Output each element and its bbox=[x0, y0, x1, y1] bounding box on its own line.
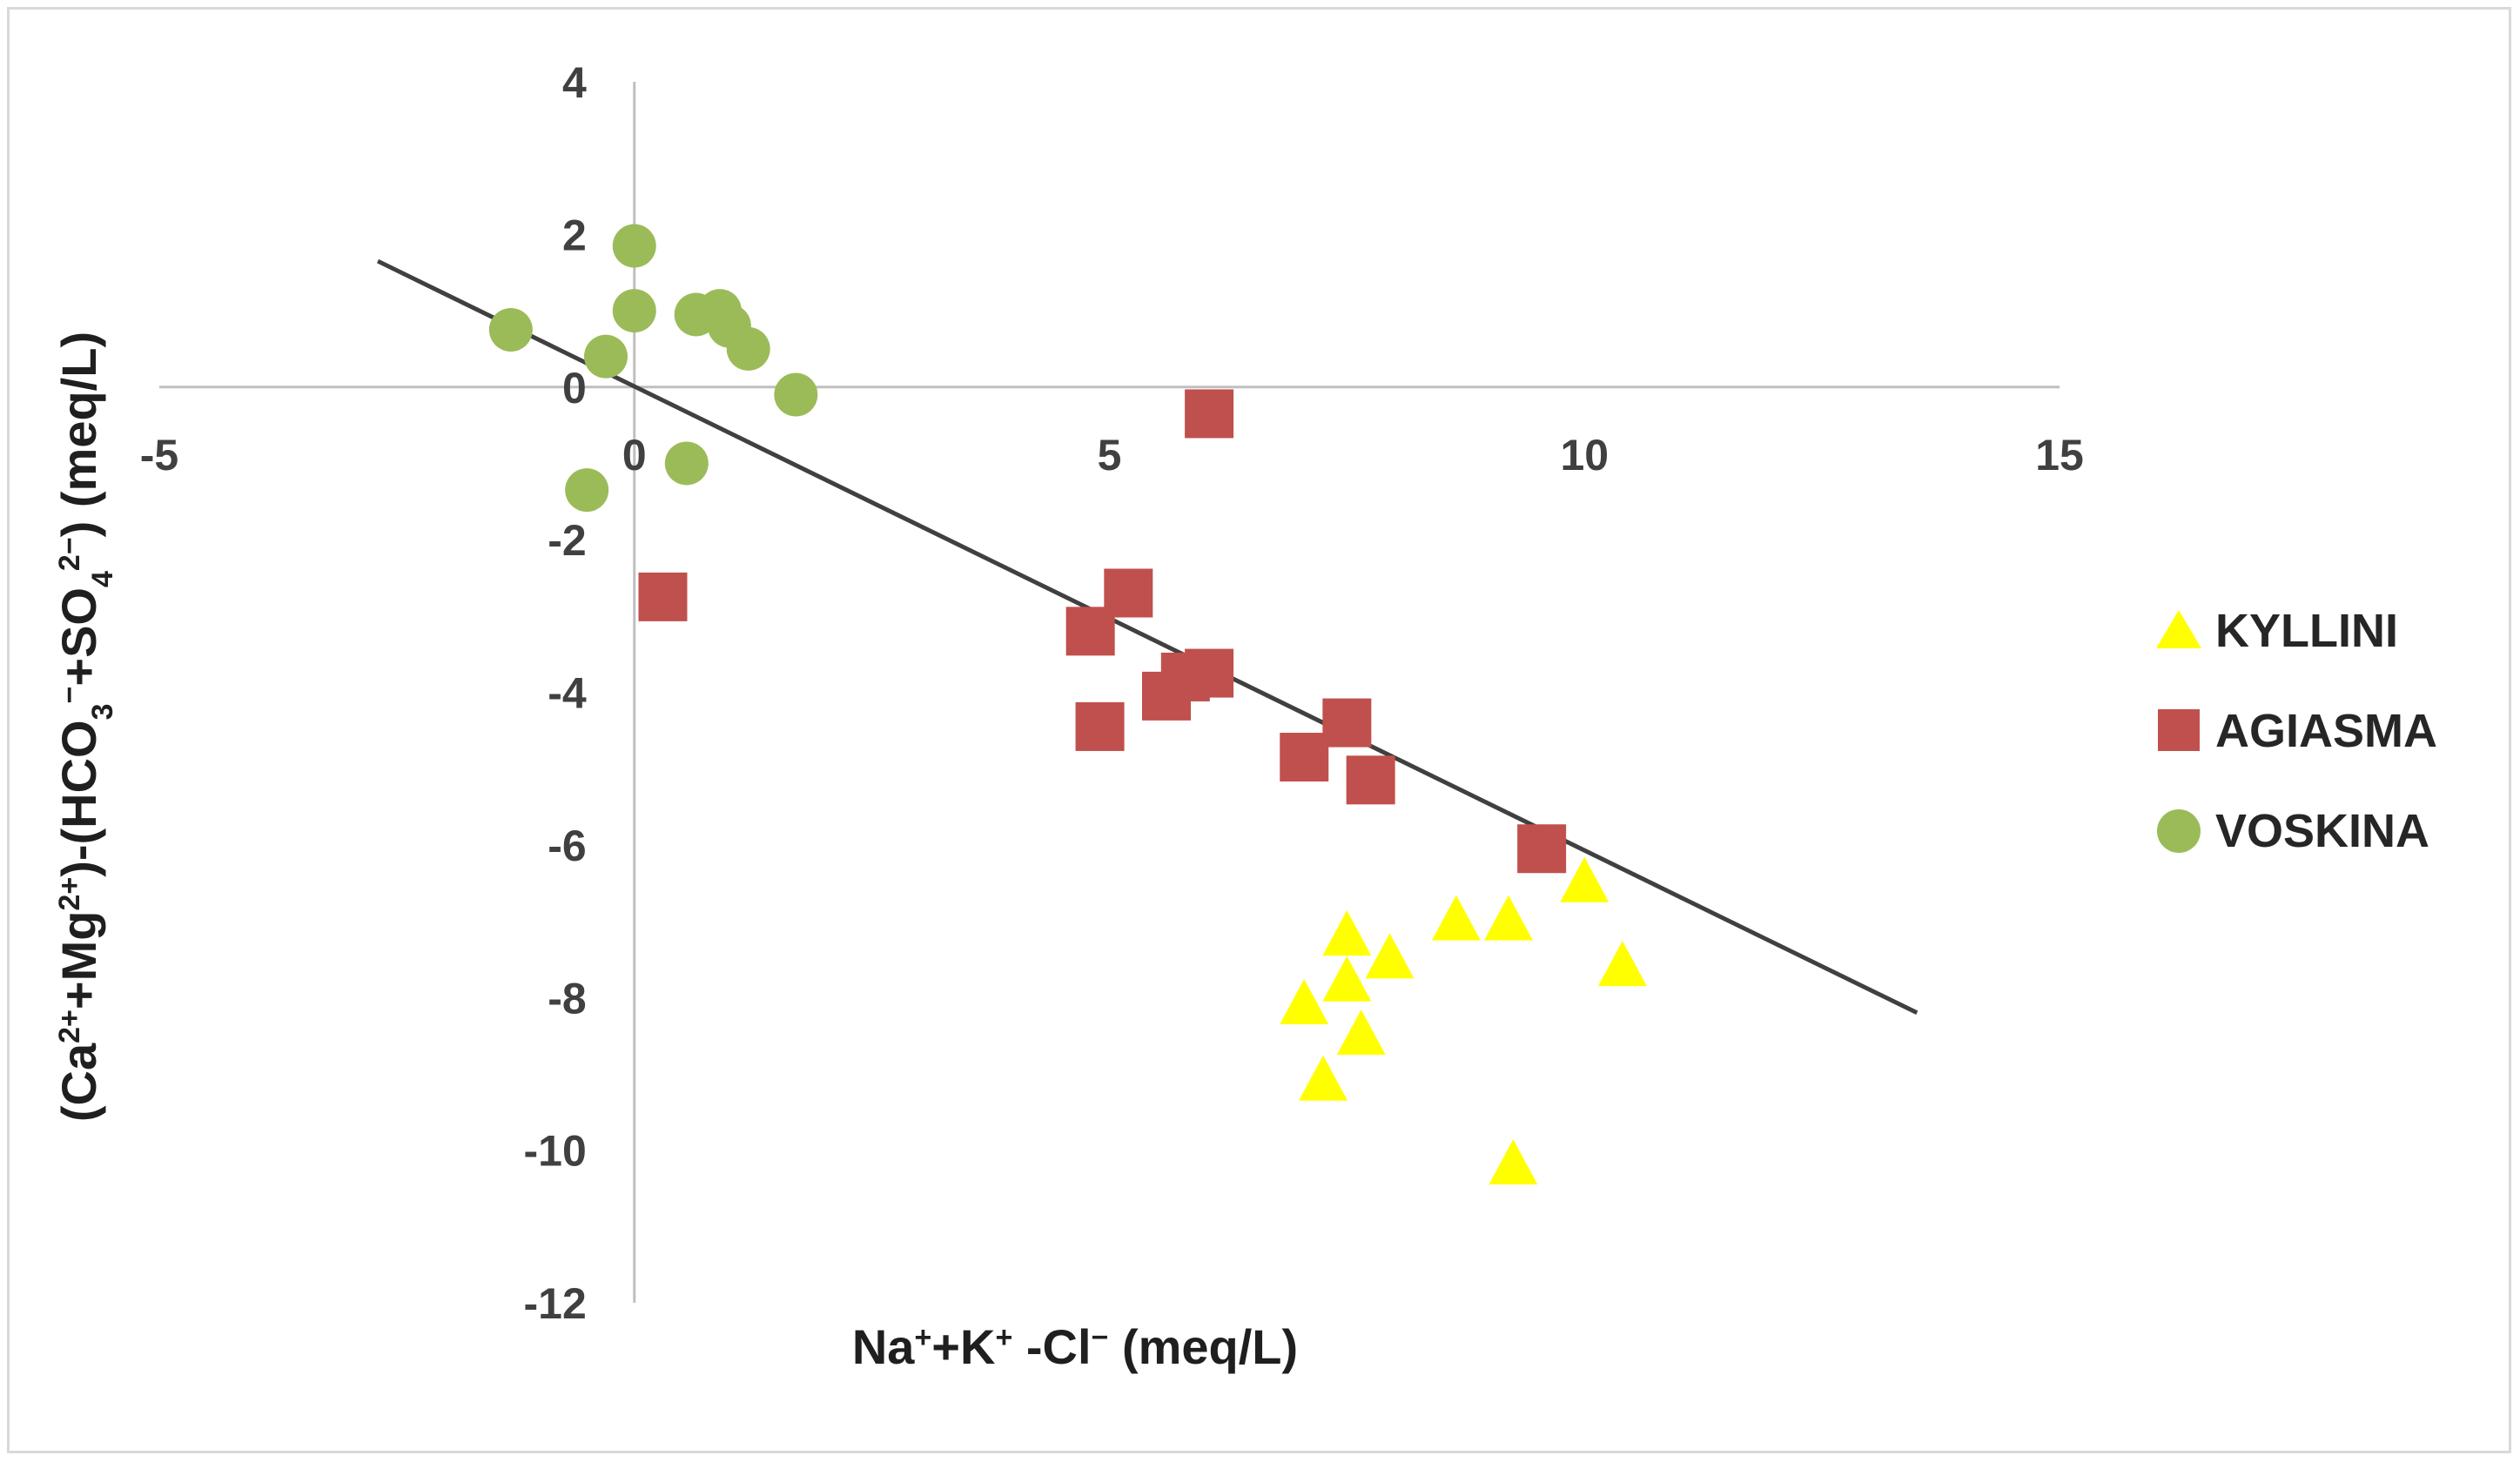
y-tick-label: -8 bbox=[548, 974, 586, 1023]
data-point-voskina bbox=[664, 441, 709, 486]
data-point-kyllini bbox=[1365, 933, 1415, 979]
y-tick-label: -10 bbox=[523, 1127, 586, 1176]
legend-marker-agiasma bbox=[2158, 709, 2200, 751]
chart-frame bbox=[7, 7, 2511, 1453]
x-tick-label: 10 bbox=[1560, 431, 1609, 480]
data-point-kyllini bbox=[1488, 1139, 1538, 1185]
x-tick-label: 15 bbox=[2035, 431, 2084, 480]
data-point-voskina bbox=[565, 468, 609, 513]
data-point-kyllini bbox=[1336, 1009, 1386, 1056]
data-point-voskina bbox=[612, 289, 656, 333]
data-point-voskina bbox=[612, 224, 656, 268]
y-tick-label: -12 bbox=[523, 1279, 586, 1328]
data-point-kyllini bbox=[1483, 895, 1533, 941]
y-axis-title: (Ca2++Mg2+)-(HCO3−+SO42−) (meq/L) bbox=[51, 332, 119, 1122]
data-point-kyllini bbox=[1597, 941, 1647, 987]
x-tick-label: 0 bbox=[622, 431, 647, 480]
data-point-agiasma bbox=[638, 572, 688, 621]
legend-label-voskina: VOSKINA bbox=[2215, 805, 2429, 857]
trendline bbox=[376, 258, 1919, 1016]
x-tick-label: -5 bbox=[140, 431, 178, 480]
y-tick-label: -6 bbox=[548, 822, 586, 870]
y-tick-labels: 4 2 0 -2 -4 -6 -8 -10 -12 bbox=[523, 58, 586, 1328]
data-point-agiasma bbox=[1517, 824, 1567, 874]
x-tick-label: 5 bbox=[1098, 431, 1122, 480]
data-point-agiasma bbox=[1185, 389, 1234, 439]
data-point-kyllini bbox=[1431, 895, 1481, 941]
data-point-voskina bbox=[774, 372, 818, 417]
legend-label-agiasma: AGIASMA bbox=[2215, 705, 2437, 757]
data-point-kyllini bbox=[1299, 1055, 1348, 1101]
data-point-kyllini bbox=[1322, 956, 1372, 1002]
data-point-kyllini bbox=[1560, 856, 1609, 902]
data-point-kyllini bbox=[1280, 979, 1329, 1025]
data-point-voskina bbox=[726, 326, 770, 371]
y-tick-label: 2 bbox=[562, 211, 587, 259]
y-tick-label: 4 bbox=[562, 58, 587, 107]
y-tick-label: 0 bbox=[562, 364, 587, 412]
data-point-agiasma bbox=[1346, 755, 1395, 805]
data-point-agiasma bbox=[1075, 701, 1125, 751]
legend-label-kyllini: KYLLINI bbox=[2215, 605, 2398, 657]
data-point-agiasma bbox=[1185, 648, 1234, 698]
legend: KYLLINI AGIASMA VOSKINA bbox=[2156, 605, 2437, 857]
data-point-kyllini bbox=[1322, 910, 1372, 956]
x-axis-title: Na++K+ -Cl− (meq/L) bbox=[852, 1319, 1298, 1374]
data-point-agiasma bbox=[1104, 568, 1153, 618]
data-points bbox=[488, 224, 1647, 1185]
legend-marker-voskina bbox=[2157, 809, 2201, 853]
y-tick-label: -2 bbox=[548, 516, 586, 565]
data-point-agiasma bbox=[1322, 698, 1372, 748]
data-point-agiasma bbox=[1280, 733, 1329, 782]
data-point-voskina bbox=[488, 307, 533, 352]
data-point-voskina bbox=[584, 334, 628, 379]
legend-marker-kyllini bbox=[2156, 610, 2201, 648]
x-tick-labels: -5 0 5 10 15 bbox=[140, 431, 2084, 480]
y-tick-label: -4 bbox=[548, 669, 587, 718]
